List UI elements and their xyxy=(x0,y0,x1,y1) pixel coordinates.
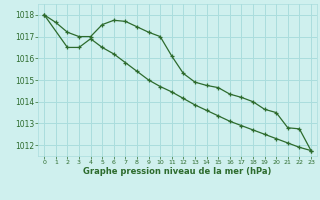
X-axis label: Graphe pression niveau de la mer (hPa): Graphe pression niveau de la mer (hPa) xyxy=(84,167,272,176)
